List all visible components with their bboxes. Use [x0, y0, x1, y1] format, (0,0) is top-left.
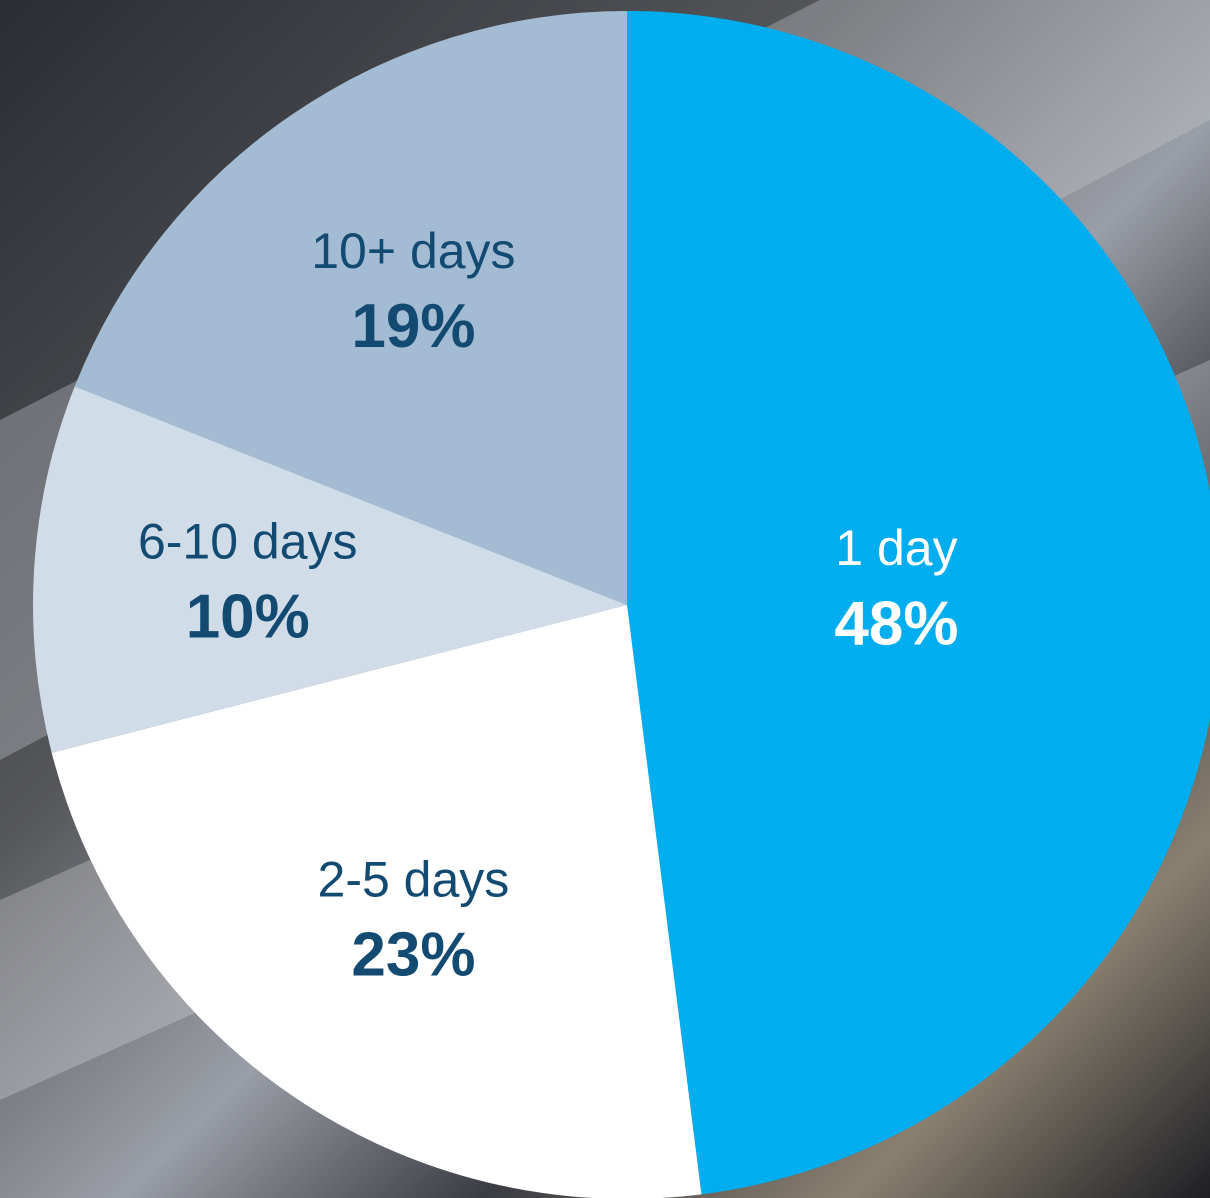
slice-label: 10+ days	[311, 223, 515, 279]
pie-slice	[74, 11, 627, 605]
slice-label: 6-10 days	[138, 513, 358, 569]
pie-slice	[51, 605, 702, 1198]
value-label: 23%	[351, 921, 475, 990]
pie	[33, 11, 1210, 1198]
slice-label: 2-5 days	[318, 851, 510, 907]
value-label: 48%	[834, 589, 958, 658]
value-label: 19%	[351, 292, 475, 361]
pie-slice	[627, 11, 1210, 1195]
pie-labels: 1 day 48% 2-5 days 23% 6-10 days 10% 10+ days 1…	[138, 223, 959, 990]
value-label: 10%	[186, 583, 310, 652]
slice-label: 1 day	[835, 520, 957, 576]
pie-slice	[33, 386, 628, 753]
